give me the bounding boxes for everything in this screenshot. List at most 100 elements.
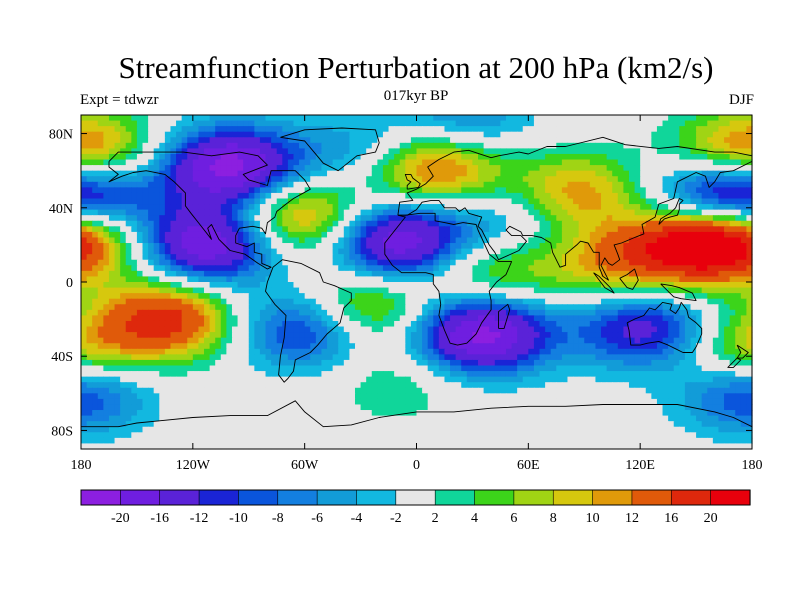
field-cell bbox=[505, 337, 513, 344]
field-cell bbox=[623, 293, 630, 300]
field-cell bbox=[589, 243, 597, 250]
field-cell bbox=[550, 309, 557, 316]
field-cell bbox=[472, 293, 479, 300]
field-cell bbox=[192, 165, 200, 172]
field-cell bbox=[237, 265, 244, 272]
field-cell bbox=[668, 287, 675, 294]
field-cell bbox=[740, 254, 748, 261]
field-cell bbox=[517, 254, 524, 261]
field-cell bbox=[640, 293, 647, 300]
field-cell bbox=[416, 165, 423, 172]
field-cell bbox=[466, 165, 474, 172]
field-cell bbox=[623, 126, 630, 133]
field-cell bbox=[612, 254, 619, 261]
field-cell bbox=[578, 254, 585, 261]
field-cell bbox=[108, 120, 116, 127]
field-cell bbox=[668, 320, 675, 328]
field-cell bbox=[746, 337, 753, 344]
field-cell bbox=[360, 192, 367, 200]
field-cell bbox=[377, 209, 384, 216]
field-cell bbox=[628, 287, 636, 294]
field-cell bbox=[601, 270, 608, 278]
field-cell bbox=[265, 309, 272, 316]
field-cell bbox=[243, 248, 250, 255]
field-cell bbox=[265, 270, 272, 278]
field-cell bbox=[243, 215, 250, 222]
field-cell bbox=[556, 148, 563, 155]
field-cell bbox=[327, 276, 334, 283]
field-cell bbox=[729, 181, 736, 188]
field-cell bbox=[287, 209, 295, 216]
field-cell bbox=[92, 220, 99, 227]
field-cell bbox=[215, 176, 222, 183]
field-cell bbox=[338, 142, 345, 149]
field-cell bbox=[701, 165, 708, 172]
field-cell bbox=[578, 137, 585, 144]
field-cell bbox=[662, 332, 669, 339]
field-cell bbox=[287, 148, 295, 155]
field-cell bbox=[545, 120, 552, 127]
field-cell bbox=[287, 293, 295, 300]
field-cell bbox=[108, 148, 116, 155]
field-cell bbox=[125, 142, 132, 149]
field-cell bbox=[97, 153, 104, 161]
field-cell bbox=[438, 282, 446, 289]
field-cell bbox=[651, 259, 658, 266]
field-cell bbox=[617, 198, 624, 205]
field-cell bbox=[231, 142, 239, 149]
field-cell bbox=[231, 204, 239, 211]
field-cell bbox=[673, 254, 680, 261]
field-cell bbox=[148, 231, 155, 239]
field-cell bbox=[164, 137, 172, 144]
field-cell bbox=[740, 287, 748, 294]
field-cell bbox=[176, 237, 183, 244]
field-cell bbox=[209, 187, 216, 194]
field-cell bbox=[511, 192, 518, 200]
field-cell bbox=[522, 220, 529, 227]
field-cell bbox=[248, 159, 255, 166]
field-cell bbox=[114, 231, 121, 239]
field-cell bbox=[427, 243, 434, 250]
field-cell bbox=[617, 320, 624, 328]
field-cell bbox=[584, 148, 591, 155]
field-cell bbox=[304, 226, 311, 233]
field-cell bbox=[377, 265, 384, 272]
field-cell bbox=[92, 254, 99, 261]
field-cell bbox=[690, 320, 697, 328]
field-cell bbox=[740, 115, 748, 122]
field-cell bbox=[539, 187, 546, 194]
field-cell bbox=[394, 198, 401, 205]
field-cell bbox=[673, 293, 680, 300]
field-cell bbox=[528, 148, 535, 155]
field-cell bbox=[489, 265, 496, 272]
field-cell bbox=[416, 120, 423, 127]
field-cell bbox=[511, 304, 518, 311]
field-cell bbox=[97, 326, 104, 333]
field-cell bbox=[204, 332, 211, 339]
field-cell bbox=[382, 142, 390, 149]
field-cell bbox=[349, 293, 356, 300]
field-cell bbox=[707, 153, 714, 161]
field-cell bbox=[550, 170, 557, 177]
field-cell bbox=[349, 315, 356, 322]
field-cell bbox=[673, 287, 680, 294]
field-cell bbox=[332, 237, 339, 244]
field-cell bbox=[231, 148, 239, 155]
field-cell bbox=[97, 287, 104, 294]
field-cell bbox=[142, 204, 149, 211]
field-cell bbox=[483, 159, 490, 166]
field-cell bbox=[718, 115, 725, 122]
field-cell bbox=[237, 153, 244, 161]
field-cell bbox=[360, 243, 367, 250]
field-cell bbox=[170, 237, 177, 244]
field-cell bbox=[517, 320, 524, 328]
field-cell bbox=[405, 237, 412, 244]
field-cell bbox=[472, 248, 479, 255]
field-cell bbox=[735, 304, 742, 311]
field-cell bbox=[92, 248, 99, 255]
field-cell bbox=[282, 115, 289, 122]
field-cell bbox=[483, 309, 490, 316]
field-cell bbox=[679, 142, 686, 149]
field-cell bbox=[125, 304, 132, 311]
field-cell bbox=[550, 204, 557, 211]
